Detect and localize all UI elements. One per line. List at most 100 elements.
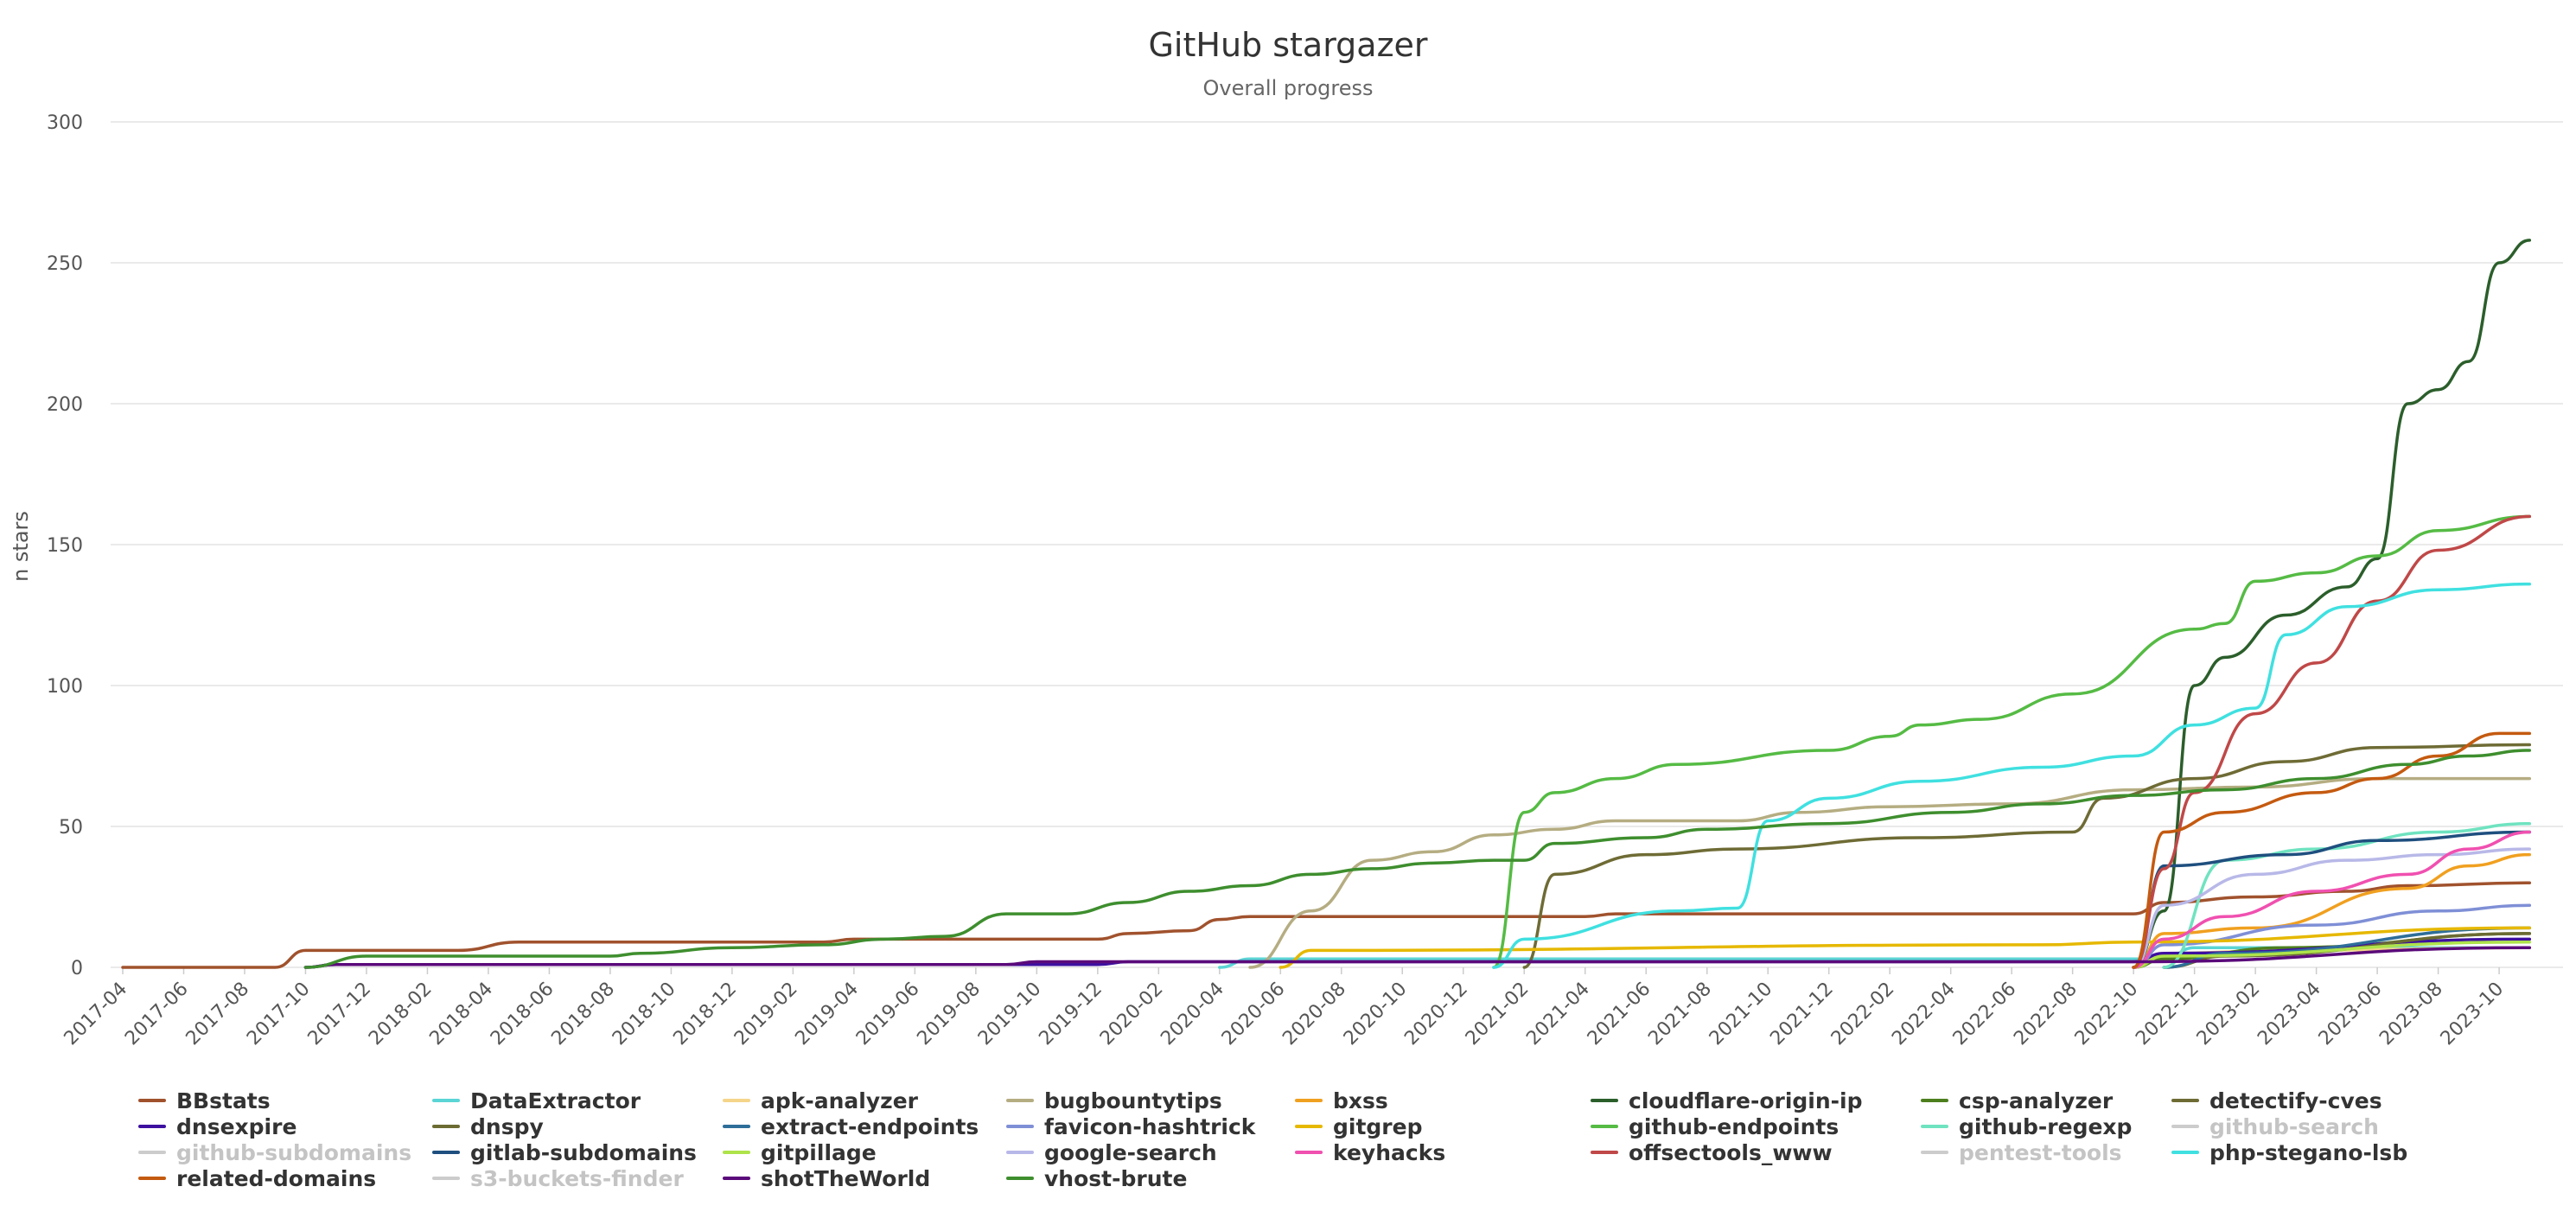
legend-item-DataExtractor[interactable]: DataExtractor: [432, 1088, 641, 1113]
legend-swatch: [723, 1099, 750, 1102]
legend-item-related-domains[interactable]: related-domains: [138, 1165, 376, 1191]
legend-swatch: [138, 1099, 166, 1102]
legend-item-cloudflare-origin-ip[interactable]: cloudflare-origin-ip: [1591, 1088, 1863, 1113]
legend-item-vhost-brute[interactable]: vhost-brute: [1006, 1165, 1187, 1191]
legend-swatch: [138, 1125, 166, 1128]
series-vhost-brute: [303, 749, 2532, 969]
x-tick-label: 2017-10: [243, 979, 315, 1050]
x-tick-label: 2021-08: [1644, 979, 1716, 1050]
legend-swatch: [723, 1177, 750, 1180]
legend-label: php-stegano-lsb: [2209, 1139, 2408, 1165]
legend-item-google-search[interactable]: google-search: [1006, 1139, 1217, 1165]
legend-item-csp-analyzer[interactable]: csp-analyzer: [1921, 1088, 2113, 1113]
legend-label: s3-buckets-finder: [470, 1165, 684, 1191]
x-tick-label: 2022-12: [2132, 979, 2203, 1050]
legend-item-favicon-hashtrick[interactable]: favicon-hashtrick: [1006, 1113, 1255, 1139]
legend-swatch: [1591, 1125, 1618, 1128]
x-tick-label: 2018-04: [426, 979, 498, 1050]
legend-item-dnsexpire[interactable]: dnsexpire: [138, 1113, 296, 1139]
series-php-stegano-lsb: [1492, 582, 2532, 969]
x-tick-label: 2021-02: [1462, 979, 1533, 1050]
series-keyhacks: [2132, 830, 2532, 969]
series-bxss: [2132, 852, 2532, 969]
legend-label: gitpillage: [761, 1139, 877, 1165]
series-favicon-hashtrick: [2132, 903, 2532, 969]
legend-item-bugbountytips[interactable]: bugbountytips: [1006, 1088, 1222, 1113]
legend-swatch: [138, 1177, 166, 1180]
legend-label: dnspy: [470, 1113, 544, 1139]
legend-item-keyhacks[interactable]: keyhacks: [1295, 1139, 1445, 1165]
x-tick-label: 2023-02: [2193, 979, 2265, 1050]
legend-item-extract-endpoints[interactable]: extract-endpoints: [723, 1113, 979, 1139]
legend-item-gitlab-subdomains[interactable]: gitlab-subdomains: [432, 1139, 697, 1165]
legend-label: extract-endpoints: [761, 1113, 979, 1139]
y-tick-label: 300: [47, 112, 83, 134]
legend-label: BBstats: [176, 1088, 271, 1113]
y-tick-label: 0: [71, 958, 83, 979]
legend-item-pentest-tools[interactable]: pentest-tools: [1921, 1139, 2122, 1165]
legend-swatch: [1295, 1099, 1323, 1102]
legend-swatch: [1006, 1099, 1034, 1102]
x-tick-label: 2017-12: [304, 979, 376, 1050]
x-tick-label: 2019-02: [730, 979, 802, 1050]
legend-swatch: [432, 1151, 460, 1154]
x-tick-label: 2021-10: [1706, 979, 1777, 1050]
x-tick-label: 2023-04: [2254, 979, 2325, 1050]
x-tick-label: 2018-06: [487, 979, 558, 1050]
series-offsectools_www: [2132, 514, 2532, 969]
legend-swatch: [1006, 1125, 1034, 1128]
legend-item-offsectools_www[interactable]: offsectools_www: [1591, 1139, 1833, 1165]
legend-item-bxss[interactable]: bxss: [1295, 1088, 1388, 1113]
x-tick-label: 2021-04: [1522, 979, 1594, 1050]
legend-label: offsectools_www: [1629, 1139, 1833, 1165]
legend-item-detectify-cves[interactable]: detectify-cves: [2171, 1088, 2382, 1113]
legend-swatch: [1591, 1151, 1618, 1154]
series-related-domains: [2132, 731, 2532, 969]
legend-swatch: [432, 1177, 460, 1180]
series-BBstats: [121, 881, 2532, 969]
legend-label: bxss: [1333, 1088, 1388, 1113]
legend-item-php-stegano-lsb[interactable]: php-stegano-lsb: [2171, 1139, 2407, 1165]
legend-swatch: [432, 1125, 460, 1128]
legend-swatch: [1921, 1151, 1948, 1154]
legend-label: shotTheWorld: [761, 1165, 931, 1191]
legend-item-apk-analyzer[interactable]: apk-analyzer: [723, 1088, 918, 1113]
legend-item-shotTheWorld[interactable]: shotTheWorld: [723, 1165, 930, 1191]
series-bugbountytips: [1248, 776, 2532, 969]
x-tick-label: 2019-04: [791, 979, 863, 1050]
y-tick-label: 100: [47, 676, 83, 698]
x-tick-label: 2017-06: [121, 979, 193, 1050]
x-tick-label: 2022-04: [1888, 979, 1960, 1050]
legend-label: vhost-brute: [1044, 1165, 1188, 1191]
chart-title: GitHub stargazer: [1148, 26, 1427, 64]
legend-item-github-search[interactable]: github-search: [2171, 1113, 2379, 1139]
x-tick-label: 2021-06: [1584, 979, 1655, 1050]
legend-label: dnsexpire: [176, 1113, 297, 1139]
chart-subtitle: Overall progress: [1202, 76, 1373, 100]
legend-item-gitgrep[interactable]: gitgrep: [1295, 1113, 1423, 1139]
legend-swatch: [138, 1151, 166, 1154]
legend-item-BBstats[interactable]: BBstats: [138, 1088, 271, 1113]
legend-label: bugbountytips: [1044, 1088, 1222, 1113]
legend-item-github-endpoints[interactable]: github-endpoints: [1591, 1113, 1839, 1139]
legend-label: github-subdomains: [176, 1139, 412, 1165]
legend-label: csp-analyzer: [1959, 1088, 2114, 1113]
legend-item-gitpillage[interactable]: gitpillage: [723, 1139, 877, 1165]
x-tick-label: 2023-10: [2437, 979, 2509, 1050]
x-tick-label: 2022-06: [1949, 979, 2021, 1050]
legend-swatch: [432, 1099, 460, 1102]
legend-item-dnspy[interactable]: dnspy: [432, 1113, 544, 1139]
x-tick-label: 2019-06: [852, 979, 924, 1050]
legend-swatch: [2171, 1099, 2199, 1102]
legend-item-s3-buckets-finder[interactable]: s3-buckets-finder: [432, 1165, 684, 1191]
legend-label: github-search: [2209, 1113, 2379, 1139]
legend-label: github-endpoints: [1629, 1113, 1840, 1139]
x-tick-label: 2020-08: [1278, 979, 1350, 1050]
x-axis-ticks: 2017-042017-062017-082017-102017-122018-…: [61, 967, 2509, 1050]
legend-item-github-regexp[interactable]: github-regexp: [1921, 1113, 2132, 1139]
legend-item-github-subdomains[interactable]: github-subdomains: [138, 1139, 411, 1165]
legend-label: related-domains: [176, 1165, 377, 1191]
series-github-endpoints: [1492, 514, 2532, 969]
series-shotTheWorld: [303, 946, 2532, 969]
